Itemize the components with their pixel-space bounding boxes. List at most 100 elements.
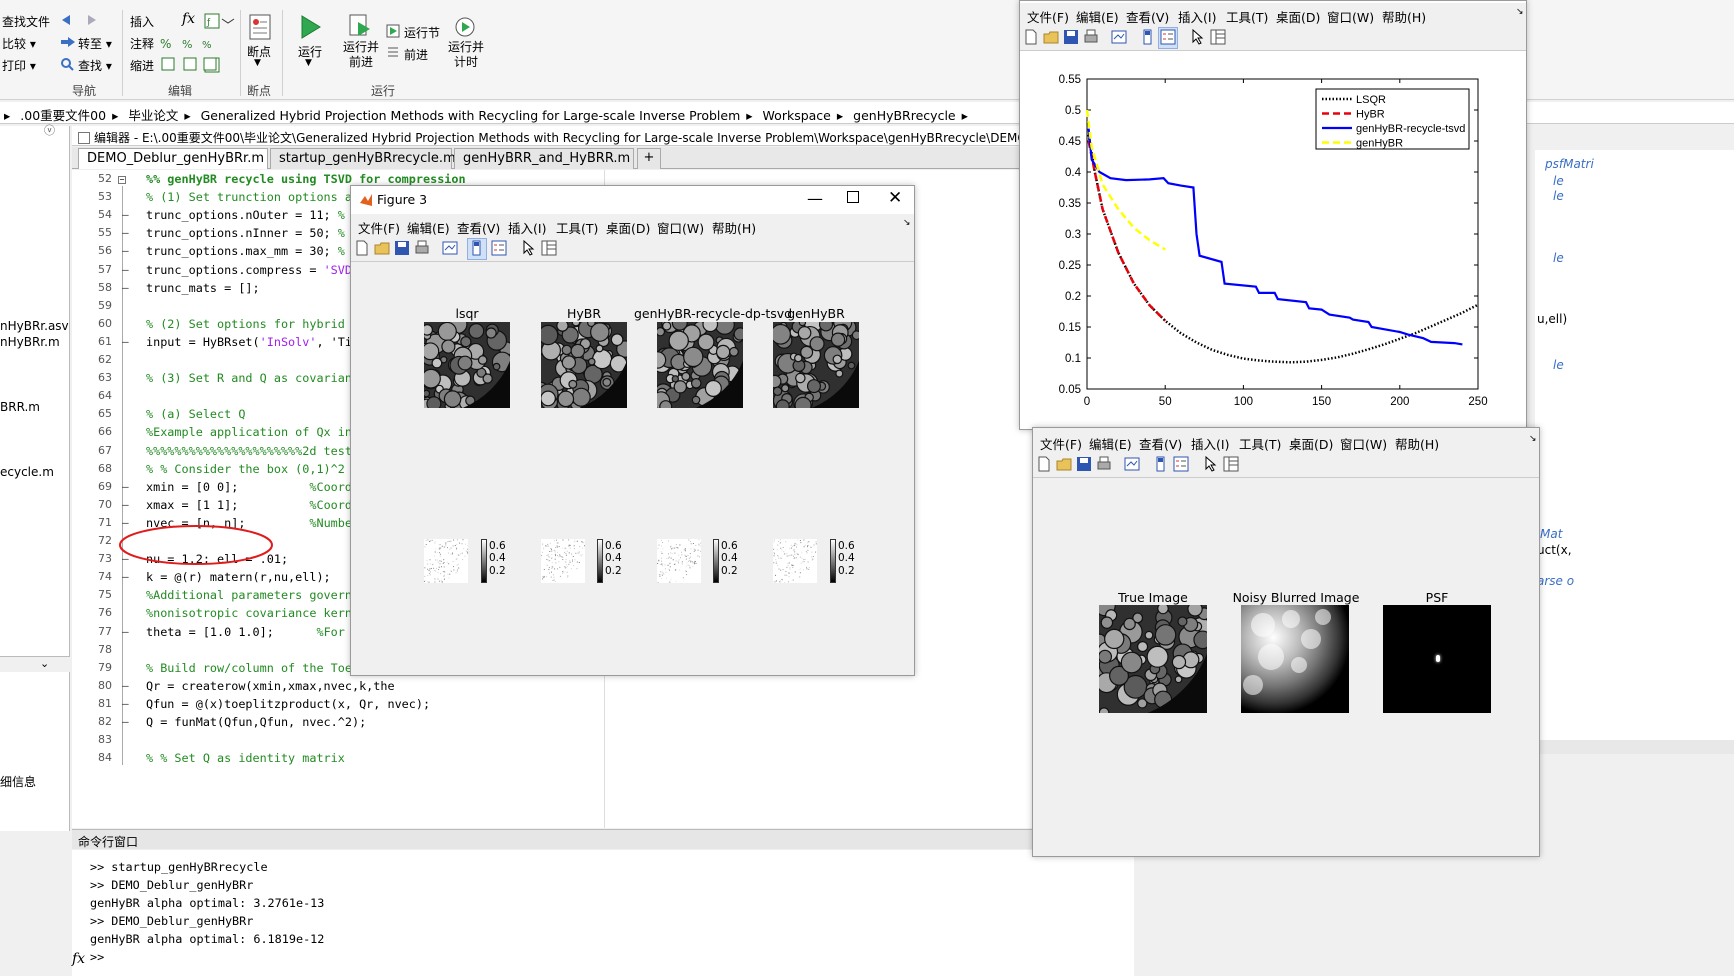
menu-insert[interactable]: 插入(I) <box>508 221 547 236</box>
close-button[interactable]: ✕ <box>888 188 903 208</box>
menu-tools[interactable]: 工具(T) <box>556 221 599 236</box>
breakpoint-gutter[interactable]: – <box>122 262 129 276</box>
advance-button[interactable]: 前进 <box>404 48 429 62</box>
run-button[interactable]: 运行 <box>298 45 323 59</box>
comment-button[interactable]: 注释 <box>130 37 155 51</box>
file-item[interactable]: ecycle.m <box>0 465 54 479</box>
breakpoint-gutter[interactable]: – <box>122 244 129 258</box>
code-line[interactable]: % % Set Q as identity matrix <box>146 751 345 766</box>
breakpoint-gutter[interactable]: – <box>122 678 129 692</box>
menu-edit[interactable]: 编辑(E) <box>1089 437 1132 452</box>
pane-options-icon[interactable]: ⓥ <box>44 124 55 137</box>
pointer-icon[interactable] <box>1203 456 1219 472</box>
breakpoint-gutter[interactable]: – <box>122 624 129 638</box>
code-line[interactable]: %Example application of Qx in 2D <box>146 425 374 440</box>
insert-button[interactable]: 插入 <box>130 15 155 29</box>
menu-view[interactable]: 查看(V) <box>457 221 501 236</box>
dock-arrow-icon[interactable]: ↘ <box>1516 7 1524 17</box>
code-line[interactable]: trunc_options.compress = 'SVD'; <box>146 262 366 277</box>
breakpoint-gutter[interactable]: – <box>122 696 129 710</box>
new-figure-icon[interactable] <box>354 240 370 256</box>
breakpoint-gutter[interactable]: – <box>122 334 129 348</box>
new-figure-icon[interactable] <box>1036 456 1052 472</box>
menu-window[interactable]: 窗口(W) <box>1327 10 1375 25</box>
breakpoint-gutter[interactable]: – <box>122 515 129 529</box>
dock-arrow-icon[interactable]: ↘ <box>1529 434 1537 444</box>
file-item[interactable]: nHyBRr.asv <box>0 319 69 333</box>
code-line[interactable]: Qr = createrow(xmin,xmax,nvec,k,the <box>146 678 395 693</box>
save-icon[interactable] <box>1063 29 1079 45</box>
code-line[interactable]: % (a) Select Q <box>146 407 246 422</box>
print-icon[interactable] <box>1096 456 1112 472</box>
fold-toggle-icon[interactable]: − <box>118 175 126 184</box>
colorbar-icon[interactable] <box>1153 456 1169 472</box>
property-editor-icon[interactable] <box>541 240 557 256</box>
breakpoint-gutter[interactable]: – <box>122 479 129 493</box>
breakpoint-gutter[interactable]: – <box>122 280 129 294</box>
breakpoint-gutter[interactable]: – <box>122 208 129 222</box>
menu-edit[interactable]: 编辑(E) <box>1076 10 1119 25</box>
save-icon[interactable] <box>1076 456 1092 472</box>
minimize-button[interactable]: — <box>807 189 823 208</box>
breakpoints-icon[interactable] <box>248 14 272 40</box>
compare-button[interactable]: 比较 ▾ <box>2 37 36 51</box>
legend-icon[interactable] <box>491 240 507 256</box>
pointer-icon[interactable] <box>1190 29 1206 45</box>
menu-tools[interactable]: 工具(T) <box>1239 437 1282 452</box>
file-item[interactable]: nHyBRr.m <box>0 335 60 349</box>
comment-indent-icons[interactable]: %%% <box>160 36 220 74</box>
breakpoint-gutter[interactable]: – <box>122 570 129 584</box>
legend-icon[interactable] <box>1173 456 1189 472</box>
breadcrumb-item[interactable]: Workspace <box>762 108 831 123</box>
link-plot-icon[interactable] <box>1111 29 1127 45</box>
code-line[interactable]: %% genHyBR recycle using TSVD for compre… <box>146 172 466 186</box>
breakpoint-gutter[interactable]: – <box>122 497 129 511</box>
property-editor-icon[interactable] <box>1223 456 1239 472</box>
menu-insert[interactable]: 插入(I) <box>1178 10 1217 25</box>
link-plot-icon[interactable] <box>442 240 458 256</box>
open-file-icon[interactable] <box>1043 29 1059 45</box>
find-button[interactable]: 查找 ▾ <box>78 59 112 73</box>
print-button[interactable]: 打印 ▾ <box>2 59 36 73</box>
tab-genhybrr[interactable]: genHyBRR_and_HyBRR.m× <box>454 148 651 169</box>
breadcrumb-item[interactable]: genHyBRrecycle <box>853 108 956 123</box>
command-prompt[interactable]: >> <box>90 950 105 964</box>
code-line[interactable]: k = @(r) matern(r,nu,ell); <box>146 570 331 585</box>
menu-desktop[interactable]: 桌面(D) <box>1289 437 1334 452</box>
link-plot-icon[interactable] <box>1124 456 1140 472</box>
menu-help[interactable]: 帮助(H) <box>1395 437 1440 452</box>
run-section-button[interactable]: 运行节 <box>404 26 441 40</box>
new-figure-icon[interactable] <box>1023 29 1039 45</box>
breakpoint-gutter[interactable]: – <box>122 715 129 728</box>
menu-window[interactable]: 窗口(W) <box>657 221 705 236</box>
code-line[interactable]: trunc_mats = []; <box>146 280 260 295</box>
breakpoints-dropdown-icon[interactable]: ▼ <box>254 58 261 68</box>
open-file-icon[interactable] <box>374 240 390 256</box>
code-line[interactable]: Qfun = @(x)toeplitzproduct(x, Qr, nvec); <box>146 696 431 711</box>
fx-icon[interactable]: fx <box>182 11 196 27</box>
menu-window[interactable]: 窗口(W) <box>1340 437 1388 452</box>
run-advance-icon[interactable] <box>348 14 372 40</box>
breadcrumb-item[interactable]: .00重要文件00 <box>20 108 107 123</box>
dock-arrow-icon[interactable]: ↘ <box>903 218 911 228</box>
breadcrumb-item[interactable]: 毕业论文 <box>128 108 179 123</box>
menu-view[interactable]: 查看(V) <box>1126 10 1170 25</box>
back-forward-icon[interactable] <box>60 14 100 26</box>
menu-desktop[interactable]: 桌面(D) <box>1276 10 1321 25</box>
breakpoint-gutter[interactable]: – <box>122 552 129 566</box>
add-tab-button[interactable]: + <box>637 148 661 169</box>
property-editor-icon[interactable] <box>1210 29 1226 45</box>
menu-file[interactable]: 文件(F) <box>1027 10 1069 25</box>
print-icon[interactable] <box>1083 29 1099 45</box>
fx-icon[interactable]: fx <box>72 951 86 967</box>
pointer-icon[interactable] <box>521 240 537 256</box>
code-line[interactable]: % % Consider the box (0,1)^2 <box>146 461 345 476</box>
breakpoint-gutter[interactable]: – <box>122 226 129 240</box>
breakpoints-button[interactable]: 断点 <box>247 45 272 59</box>
run-advance-button[interactable]: 运行并 前进 <box>343 40 380 69</box>
chevron-down-icon[interactable]: ⌄ <box>40 657 50 670</box>
goto-button[interactable]: 转至 ▾ <box>78 37 112 51</box>
tab-demo-deblur[interactable]: DEMO_Deblur_genHyBRr.m× <box>78 148 285 169</box>
run-dropdown-icon[interactable]: ▼ <box>305 58 312 68</box>
run-time-button[interactable]: 运行并 计时 <box>448 40 485 69</box>
